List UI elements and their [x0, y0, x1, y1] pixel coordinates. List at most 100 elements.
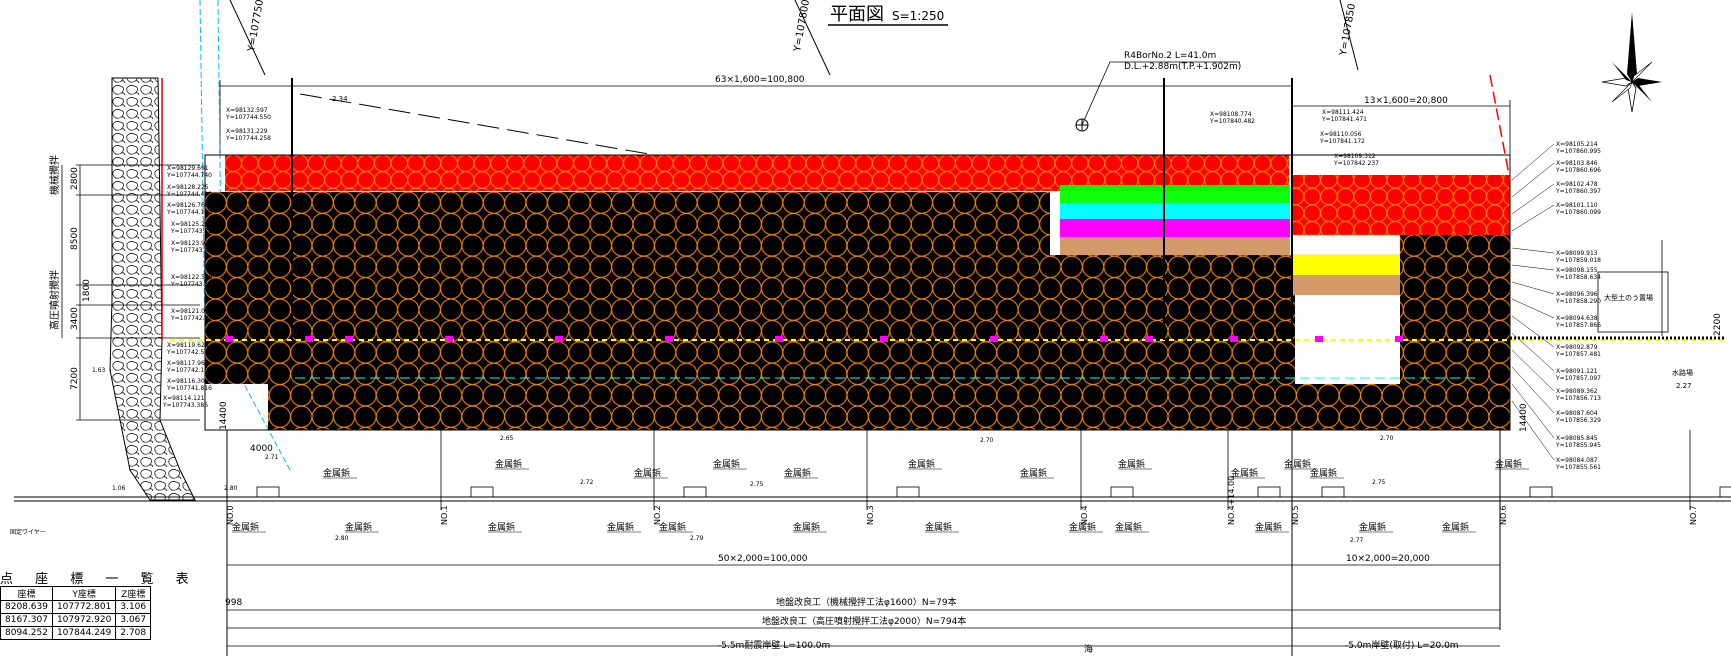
level-label: 2.79: [690, 535, 704, 542]
table-row: 8167.307 107972.920 3.067: [0, 613, 152, 627]
metal-tag-label: 金属鋲: [1310, 467, 1337, 479]
left-coord-12: X=98114.121 Y=107743.386: [162, 395, 208, 409]
level-label: 2.72: [580, 479, 594, 486]
top-dim-main: 63×1,600=100,800: [715, 75, 805, 85]
metal-tag-label: 金属鋲: [1231, 467, 1258, 479]
mid-coord-0: X=98108.774 Y=107840.482: [1209, 111, 1255, 125]
table-cell: 8167.307: [0, 613, 53, 627]
level-label: 1.06: [112, 485, 126, 492]
north-arrow-icon: [1601, 12, 1662, 113]
right-coord-6: X=98096.396 Y=107858.290: [1555, 291, 1601, 305]
level-label: 2.70: [980, 437, 994, 444]
metal-tag-label: 金属鋲: [1284, 458, 1311, 470]
sea-label: 海: [1084, 643, 1093, 655]
table-cell: 107772.801: [51, 600, 117, 614]
right-level: 2.27: [1676, 382, 1692, 390]
level-label: 2.80: [335, 535, 349, 542]
metal-tag-label: 金属鋲: [634, 467, 661, 479]
metal-tag-label: 金属鋲: [323, 467, 350, 479]
dim-2800: 2800: [70, 167, 80, 190]
metal-tag-label: 金属鋲: [232, 521, 259, 533]
table-cell: 3.067: [115, 613, 152, 627]
grid-lines: [229, 0, 1359, 76]
table-cell: 2.708: [115, 626, 152, 640]
borehole-marker: [1075, 61, 1240, 132]
right-coord-8: X=98092.879 Y=107857.481: [1555, 344, 1601, 358]
level-label: 2.77: [1350, 537, 1364, 544]
dim-1800: 1800: [82, 279, 92, 302]
bollard-icon: [1529, 486, 1553, 498]
left-coord-7: X=98122.559 Y=107743.182: [170, 274, 216, 288]
sheet-pile-line: [170, 336, 1725, 379]
level-label: 2.80: [224, 485, 238, 492]
station-label: NO.5: [1291, 505, 1300, 525]
bollard-icon: [1719, 486, 1731, 498]
metal-tag-label: 金属鋲: [908, 458, 935, 470]
right-coord-3: X=98101.110 Y=107860.099: [1555, 202, 1601, 216]
table-cell: 107844.249: [51, 626, 117, 640]
metal-tag-label: 金属鋲: [784, 467, 811, 479]
metal-tag-label: 金属鋲: [607, 521, 634, 533]
anchor-label: 固定ワイヤー: [10, 528, 46, 536]
level-label: 2.75: [1372, 479, 1386, 486]
metal-tag-label: 金属鋲: [488, 521, 515, 533]
left-coord-1: X=98131.229 Y=107744.258: [225, 128, 271, 142]
level-label: 2.70: [1380, 435, 1394, 442]
level-label: 2.75: [750, 481, 764, 488]
left-coord-6: X=98123.927 Y=107743.481: [170, 240, 216, 254]
station-label: NO.3: [866, 505, 875, 525]
grid-label-2: Y=107800: [792, 0, 812, 54]
metal-tag-label: 金属鋲: [713, 458, 740, 470]
legend-line-4: -5.0m岸壁(取付) L=20.0m: [1345, 639, 1459, 651]
coordinate-table: 座標 Y座標 Z座標 8208.639 107772.801 3.106 816…: [0, 586, 152, 640]
left-coord-9: X=98119.628 Y=107742.542: [166, 342, 212, 356]
col-header-x: 座標: [0, 586, 53, 601]
level-label: 1.63: [92, 367, 106, 374]
left-dimension: [61, 164, 200, 421]
legend-line-1: 地盤改良工（機械攪拌工法φ1600）N=79本: [776, 596, 957, 608]
metal-tag-label: 金属鋲: [1118, 458, 1145, 470]
bollard-icon: [683, 486, 707, 498]
borehole-name: R4BorNo.2 L=41.0m: [1124, 51, 1216, 61]
rock-revetment: [109, 77, 196, 501]
stations: NO.0 NO.1 NO.2 NO.3 NO.4 NO.4+14.00 NO.5 NO.6 NO…: [226, 430, 1731, 533]
dim-14400-left: 14400: [219, 401, 229, 430]
page-title: 平面図: [830, 4, 884, 25]
left-coord-0: X=98132.597 Y=107744.550: [225, 107, 271, 121]
metal-tag-label: 金属鋲: [659, 521, 686, 533]
base-line: [14, 430, 1731, 656]
bottom-dimension: [227, 564, 1500, 647]
metal-tag-label: 金属鋲: [1115, 521, 1142, 533]
bollard-icon: [1321, 486, 1345, 498]
water-label: 水路場: [1672, 368, 1693, 377]
station-label: NO.7: [1689, 505, 1698, 525]
bollard-icon: [256, 486, 280, 498]
bollard-icon: [1110, 486, 1134, 498]
metal-tag-label: 金属鋲: [925, 521, 952, 533]
right-coord-10: X=98089.362 Y=107856.713: [1555, 388, 1601, 402]
magenta-markers: [225, 336, 1403, 342]
left-coord-10: X=98117.967 Y=107742.179: [166, 360, 212, 374]
station-label: NO.4: [1080, 505, 1089, 525]
frame-posts: [291, 78, 1293, 340]
metal-tag-label: 金属鋲: [1495, 458, 1522, 470]
metal-tag-label: 金属鋲: [793, 521, 820, 533]
left-coord-4: X=98126.760 Y=107744.100: [166, 202, 212, 216]
station-label: NO.1: [440, 505, 449, 525]
station-label: NO.6: [1499, 505, 1508, 525]
legend-line-2: 地盤改良工（高圧噴射攪拌工法φ2000）N=794本: [762, 615, 966, 627]
metal-tag-label: 金属鋲: [495, 458, 522, 470]
coordinate-table-header: 座標 Y座標 Z座標: [0, 586, 152, 601]
improvement-area: [204, 154, 1511, 431]
bollard-icon: [470, 486, 494, 498]
top-dim-slope: 2.34: [332, 95, 348, 103]
left-coord-2: X=98129.691 Y=107744.740: [166, 165, 212, 179]
bollard-icon: [896, 486, 920, 498]
left-coord-3: X=98128.225 Y=107744.420: [166, 184, 212, 198]
right-coord-0: X=98105.214 Y=107860.995: [1555, 141, 1601, 155]
left-coord-5: X=98125.294 Y=107743.780: [170, 221, 216, 235]
right-coord-12: X=98085.845 Y=107855.945: [1555, 435, 1601, 449]
bottom-dim-right: 10×2,000=20,000: [1346, 554, 1430, 564]
table-cell: 8208.639: [0, 600, 53, 614]
